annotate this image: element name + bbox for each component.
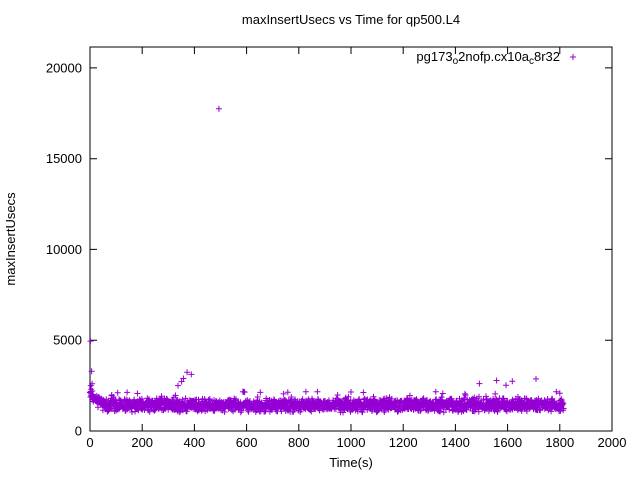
tick-marks bbox=[89, 47, 613, 432]
y-tick-label: 0 bbox=[75, 424, 82, 439]
scatter-series bbox=[87, 105, 567, 416]
legend-marker-plus-icon bbox=[570, 54, 576, 60]
x-tick-label: 1200 bbox=[389, 435, 418, 450]
x-axis-label: Time(s) bbox=[329, 455, 373, 470]
y-axis-label: maxInsertUsecs bbox=[3, 192, 18, 286]
axis-tick-labels: 0 200 400 600 800 1000 1200 1400 1600 1800 2000050… bbox=[46, 60, 627, 450]
y-tick-label: 20000 bbox=[46, 60, 82, 75]
x-tick-label: 2000 bbox=[598, 435, 627, 450]
y-tick-label: 10000 bbox=[46, 242, 82, 257]
scatter-series-points bbox=[87, 105, 567, 416]
axis-ticks bbox=[89, 47, 613, 432]
x-tick-label: 1000 bbox=[337, 435, 366, 450]
x-tick-label: 800 bbox=[288, 435, 310, 450]
legend-series-label: pg173o2nofp.cx10ac8r32 bbox=[416, 49, 560, 67]
y-tick-label: 5000 bbox=[53, 333, 82, 348]
chart-title: maxInsertUsecs vs Time for qp500.L4 bbox=[242, 12, 460, 27]
x-tick-label: 1400 bbox=[441, 435, 470, 450]
x-tick-label: 1600 bbox=[493, 435, 522, 450]
x-tick-label: 200 bbox=[131, 435, 153, 450]
x-tick-label: 400 bbox=[184, 435, 206, 450]
y-tick-label: 15000 bbox=[46, 151, 82, 166]
legend: pg173o2nofp.cx10ac8r32 bbox=[416, 49, 576, 67]
x-tick-label: 0 bbox=[86, 435, 93, 450]
plot-border bbox=[89, 46, 613, 432]
x-tick-label: 600 bbox=[236, 435, 258, 450]
x-tick-label: 1800 bbox=[545, 435, 574, 450]
